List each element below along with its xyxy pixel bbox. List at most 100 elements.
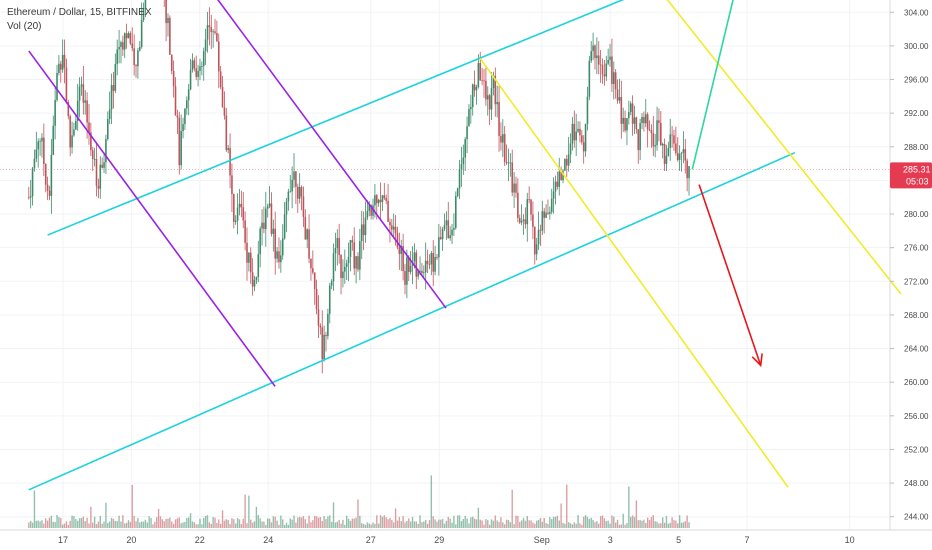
volume-bar: [90, 506, 92, 528]
volume-bar: [686, 515, 688, 528]
volume-bar: [543, 517, 545, 528]
candle-body: [447, 220, 450, 239]
time-tick-label: 7: [744, 535, 749, 545]
volume-bar: [680, 522, 683, 528]
volume-bar: [551, 519, 553, 528]
volume-bar: [187, 517, 190, 528]
volume-bar: [120, 521, 122, 528]
candle-body: [95, 158, 98, 187]
volume-bar: [28, 522, 30, 528]
candle-body: [80, 84, 83, 87]
candle-body: [639, 122, 641, 151]
candle-body: [336, 237, 339, 249]
candle-body: [517, 192, 519, 218]
volume-bar: [61, 524, 64, 528]
candle-body: [490, 88, 493, 110]
volume-bar: [646, 517, 649, 528]
candle-body: [571, 123, 574, 144]
volume-bar: [558, 520, 560, 528]
volume-bar: [101, 523, 103, 528]
candle-body: [225, 115, 228, 150]
volume-bar: [300, 517, 303, 528]
candle-body: [423, 272, 425, 274]
volume-bar: [257, 515, 259, 528]
volume-bar: [199, 518, 201, 528]
volume-bar: [112, 518, 115, 528]
candle-body: [202, 51, 205, 67]
chart-grid: [0, 0, 890, 530]
volume-bar: [116, 521, 118, 528]
volume-bar: [208, 522, 211, 528]
volume-bar: [250, 519, 252, 528]
volume-bar: [614, 522, 617, 528]
last-price-tag: 285.31 05:03: [890, 162, 932, 189]
volume-bar: [633, 517, 636, 528]
time-tick-label: 22: [195, 535, 205, 545]
candle-body: [29, 196, 32, 198]
candle-body: [351, 240, 354, 243]
volume-bar: [671, 517, 673, 528]
price-axis[interactable]: 244.00 248.00 252.00 256.00 260.00 264.00 268.…: [890, 0, 929, 522]
candle-body: [439, 237, 442, 240]
candle-body: [251, 272, 254, 287]
candle-body: [274, 228, 277, 259]
volume-bar: [349, 520, 352, 528]
volume-bar: [458, 515, 461, 528]
volume-bar: [539, 518, 542, 528]
volume-bar: [547, 523, 549, 528]
candle-body: [325, 334, 327, 337]
volume-bar: [571, 524, 574, 528]
candle-body: [293, 171, 295, 180]
candle-body: [370, 204, 372, 216]
volume-bar: [163, 521, 165, 528]
candle-body: [272, 228, 275, 234]
volume-indicator-label[interactable]: Vol (20): [7, 21, 42, 32]
candle-body: [562, 170, 564, 181]
volume-bar: [362, 523, 365, 528]
volume-bar: [675, 520, 677, 528]
volume-bar: [327, 516, 329, 528]
volume-bar: [238, 519, 241, 528]
volume-bar: [69, 520, 71, 528]
volume-bar: [144, 519, 147, 528]
candle-body: [69, 116, 71, 148]
candle-body: [246, 242, 248, 263]
volume-bar: [449, 518, 451, 528]
volume-bar: [430, 475, 433, 528]
candle-body: [377, 199, 380, 204]
candle-body: [296, 186, 299, 199]
price-tick-label: 300.00: [904, 42, 929, 51]
volume-bar: [424, 519, 427, 528]
candle-body: [564, 159, 566, 171]
volume-bar: [456, 515, 459, 528]
candle-body: [278, 251, 280, 263]
time-axis[interactable]: 17 20 22 24 27 29 Sep 3 5 7 10: [58, 535, 855, 545]
candle-body: [223, 107, 226, 116]
candle-body: [658, 120, 660, 123]
candle-body: [374, 195, 376, 206]
candle-body: [240, 203, 243, 208]
candle-body: [39, 141, 41, 143]
volume-bar: [639, 519, 641, 528]
volume-bar: [684, 521, 686, 528]
candle-body: [496, 101, 498, 105]
volume-bar: [310, 522, 312, 528]
volume-bar: [464, 515, 466, 528]
candle-body: [76, 100, 79, 121]
candle-body: [545, 212, 547, 218]
volume-bar: [291, 519, 293, 528]
symbol-title[interactable]: Ethereum / Dollar, 15, BITFINEX: [7, 7, 152, 18]
volume-bar: [82, 516, 85, 528]
candle-body: [355, 256, 357, 269]
volume-bar: [259, 518, 261, 528]
candle-body: [509, 162, 512, 164]
volume-bar: [266, 518, 269, 528]
candle-body: [191, 60, 194, 70]
volume-bar: [434, 519, 436, 528]
volume-bar: [611, 515, 613, 528]
volume-bar: [507, 519, 510, 528]
candle-body: [392, 226, 395, 230]
candle-body: [137, 50, 139, 67]
